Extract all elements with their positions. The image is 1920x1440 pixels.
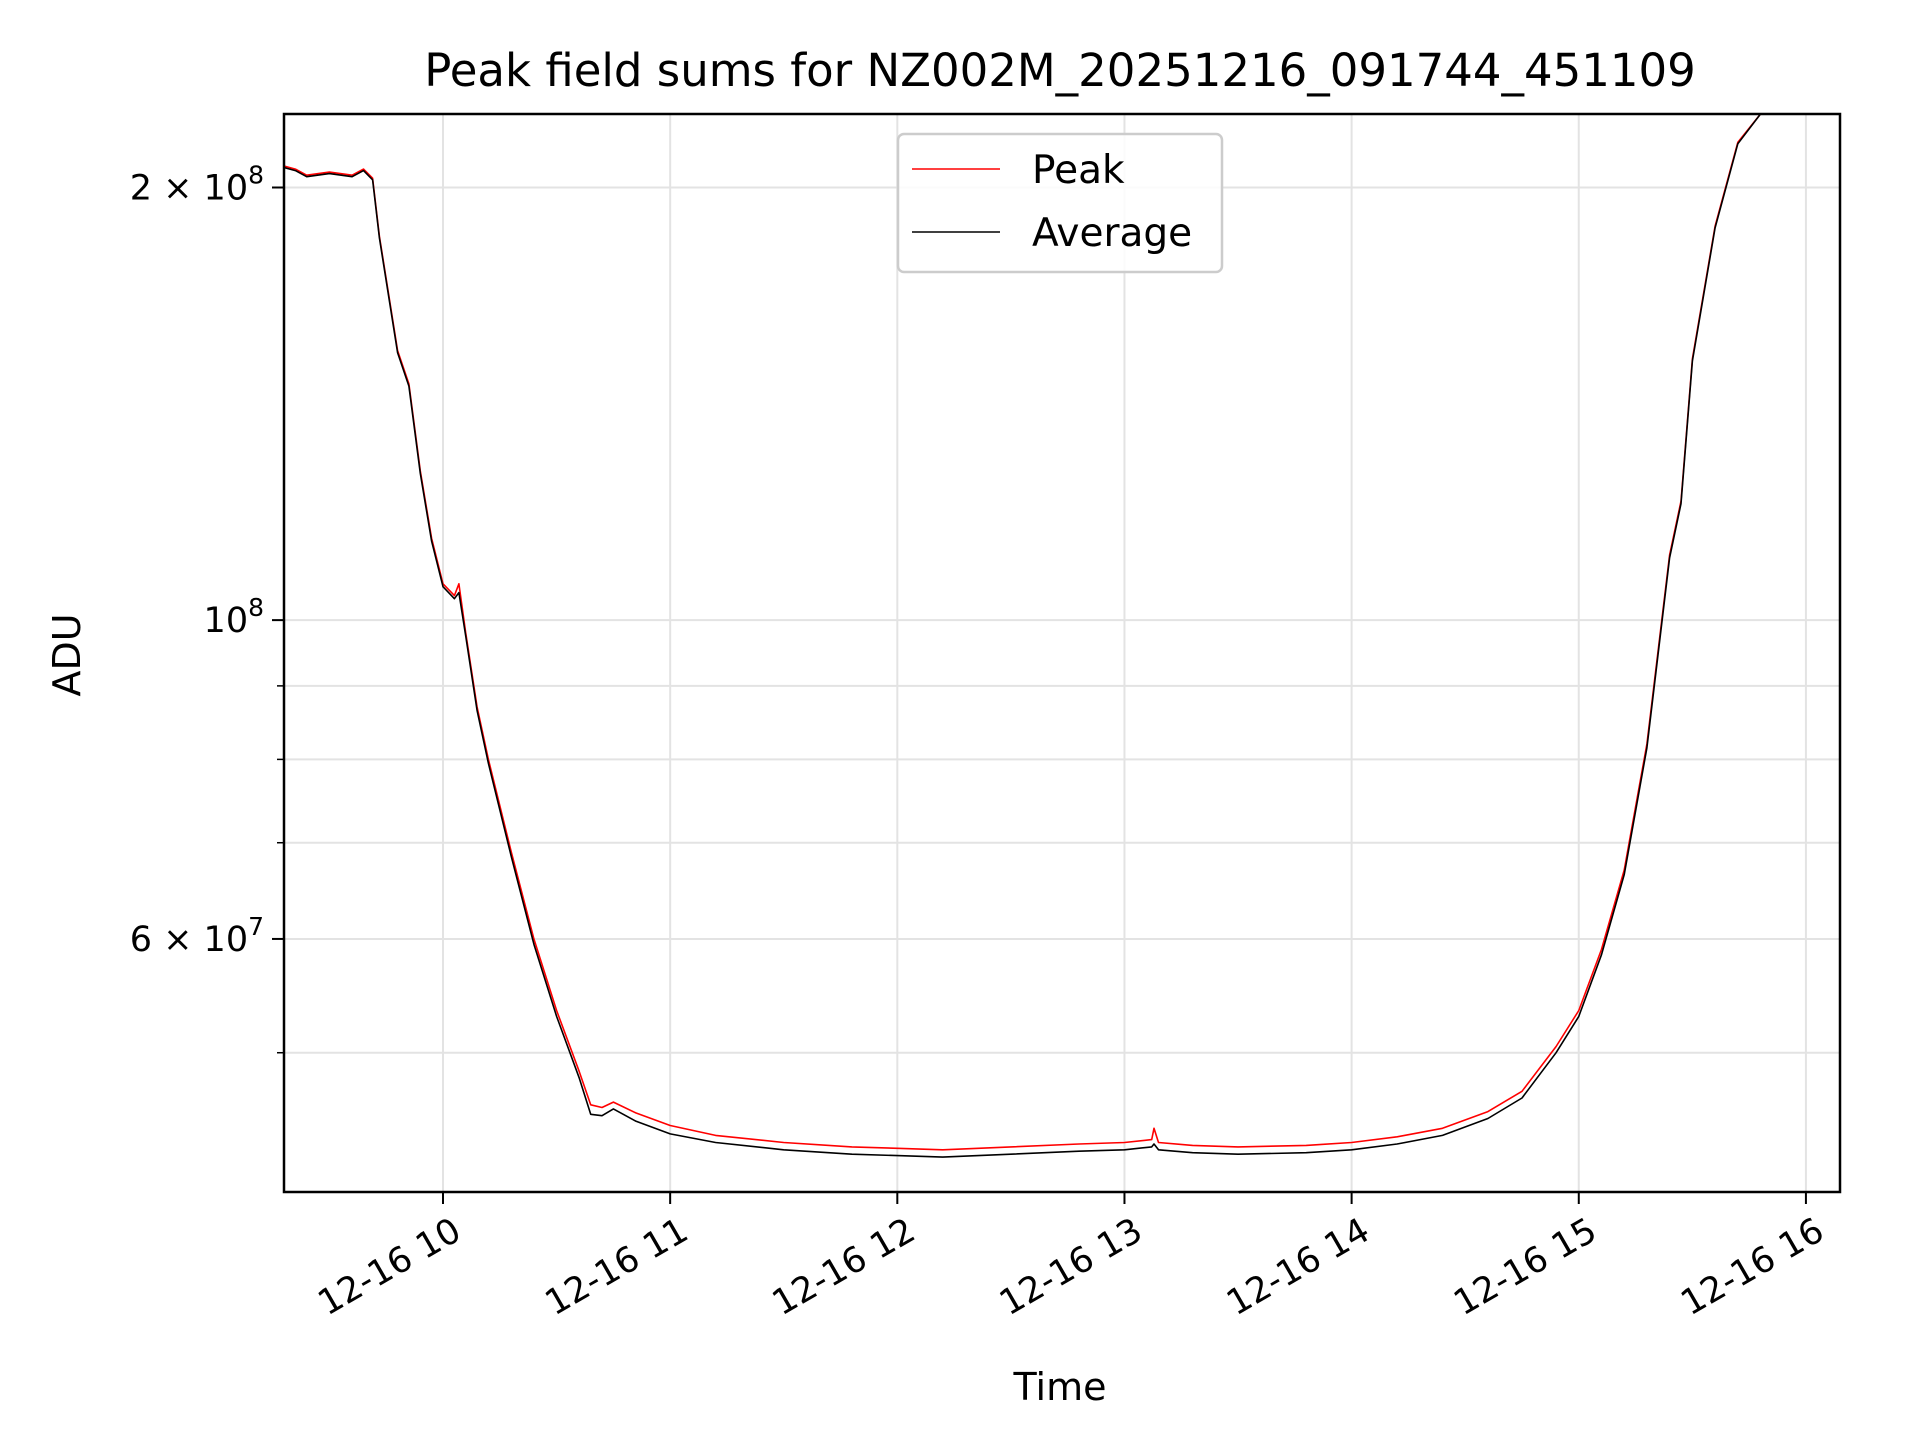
plot-frame <box>282 112 1842 1194</box>
y-axis-label: ADU <box>45 613 89 696</box>
grid-layer <box>284 114 1840 1192</box>
y-tick-label: 6 × 107 <box>130 912 264 960</box>
legend-peak-label: Peak <box>1032 148 1125 193</box>
x-tick-label: 12-16 14 <box>1220 1211 1376 1324</box>
x-tick-label: 12-16 11 <box>539 1211 695 1324</box>
series-layer <box>284 114 1840 1158</box>
x-tick-label: 12-16 10 <box>312 1211 468 1324</box>
legend: Peak Average <box>896 132 1224 274</box>
y-tick-label: 2 × 108 <box>130 161 264 209</box>
x-tick-label: 12-16 15 <box>1447 1211 1603 1324</box>
series-line-average <box>284 114 1840 1158</box>
x-tick-label: 12-16 13 <box>993 1211 1149 1324</box>
x-tick-label: 12-16 16 <box>1675 1211 1831 1324</box>
x-axis-label: Time <box>1013 1365 1107 1409</box>
legend-average-label: Average <box>1032 211 1192 256</box>
y-tick-label: 108 <box>204 593 264 641</box>
chart-title: Peak field sums for NZ002M_20251216_0917… <box>424 44 1696 97</box>
tick-layer: 12-16 10 12-16 11 12-16 12 12-16 13 12-16 14… <box>130 161 1831 1324</box>
x-tick-label: 12-16 12 <box>766 1211 922 1324</box>
